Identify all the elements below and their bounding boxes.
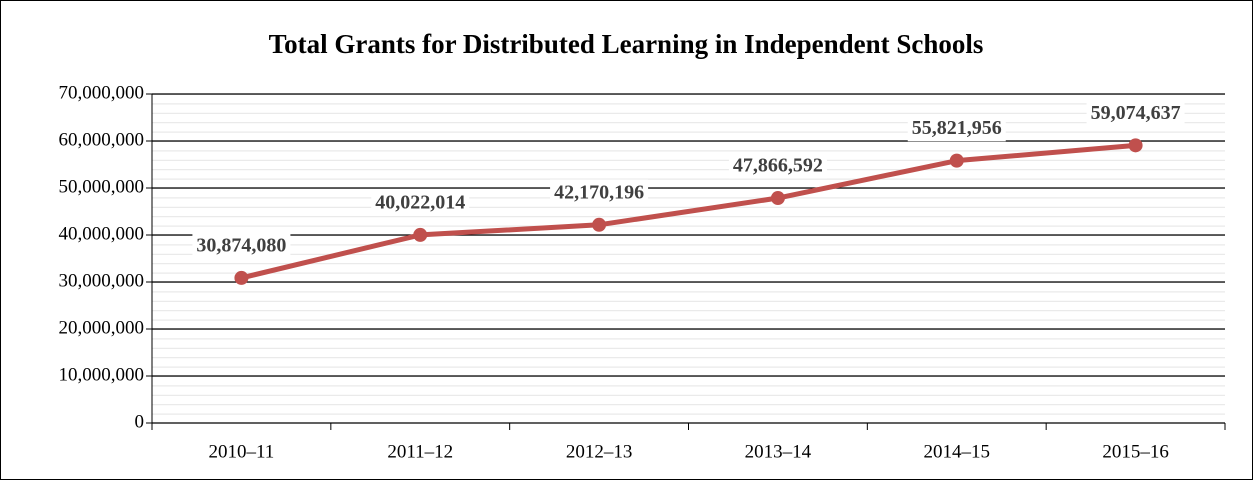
y-tick-label: 40,000,000 <box>59 223 145 244</box>
y-tick-label: 0 <box>135 411 145 432</box>
data-label: 47,866,592 <box>733 155 823 177</box>
data-label: 59,074,637 <box>1091 102 1181 124</box>
y-tick-label: 10,000,000 <box>59 364 145 385</box>
data-point <box>770 191 785 206</box>
data-label: 55,821,956 <box>912 117 1002 139</box>
chart-title: Total Grants for Distributed Learning in… <box>269 29 984 59</box>
x-tick-label: 2011–12 <box>387 441 453 462</box>
series-line <box>240 142 1136 281</box>
y-tick-label: 70,000,000 <box>59 82 145 103</box>
data-label: 40,022,014 <box>375 191 465 213</box>
y-tick-label: 20,000,000 <box>59 317 145 338</box>
data-label-bg <box>907 115 1006 142</box>
data-point <box>949 153 964 168</box>
x-tick-label: 2012–13 <box>566 441 633 462</box>
data-label: 30,874,080 <box>196 234 286 256</box>
data-label-bg <box>728 152 827 179</box>
y-tick-label: 60,000,000 <box>59 129 145 150</box>
data-label-bg <box>371 189 470 216</box>
x-tick-label: 2015–16 <box>1102 441 1169 462</box>
y-tick-label: 30,000,000 <box>59 270 145 291</box>
data-label-bg <box>550 179 649 206</box>
data-point <box>1128 138 1143 153</box>
data-point <box>413 227 428 242</box>
data-point <box>234 270 249 285</box>
y-tick-label: 50,000,000 <box>59 176 145 197</box>
x-tick-label: 2014–15 <box>924 441 991 462</box>
x-tick-label: 2010–11 <box>209 441 275 462</box>
data-label-bg <box>1086 99 1185 126</box>
x-tick-label: 2013–14 <box>745 441 812 462</box>
data-label: 42,170,196 <box>554 181 644 203</box>
data-label-bg <box>192 232 291 259</box>
data-point <box>592 217 607 232</box>
